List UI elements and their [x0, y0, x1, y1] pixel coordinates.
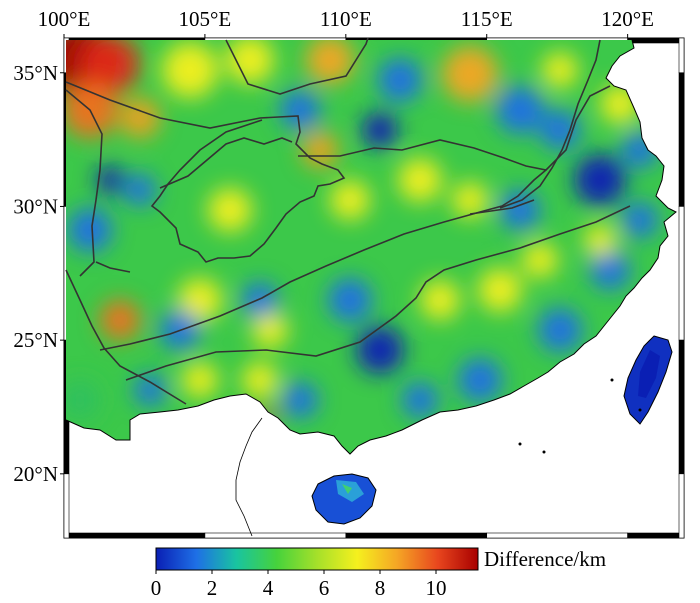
field-blob [178, 278, 222, 322]
colorbar-label: Difference/km [484, 547, 606, 571]
coastline [65, 39, 677, 455]
field-blob [280, 90, 320, 130]
colorbar-tick-label: 0 [151, 576, 162, 600]
field-blob [420, 280, 460, 320]
colorbar [155, 547, 479, 571]
field-blob [96, 166, 124, 194]
field-blob [306, 40, 354, 84]
border-line [235, 417, 263, 537]
border-segment [204, 532, 347, 539]
field-blob [80, 40, 140, 94]
island-dot [518, 442, 522, 446]
border-segment [63, 532, 206, 539]
island-dot [542, 450, 546, 454]
field-blob [182, 362, 218, 398]
lon-tick-label: 100°E [38, 7, 91, 31]
field-blob [622, 202, 658, 238]
field-blob [124, 174, 156, 206]
axis-labels: 100°E 105°E 110°E 115°E 120°E 35°N 30°N 25°N 20°… [13, 7, 654, 486]
field-blob [442, 46, 498, 102]
lon-tick-label: 105°E [179, 7, 232, 31]
field-blob [208, 188, 252, 232]
island-dot [610, 378, 614, 382]
lon-tick-label: 110°E [320, 7, 372, 31]
field-blob [330, 180, 370, 220]
field-blob [66, 380, 100, 420]
lat-tick-label: 30°N [13, 194, 58, 218]
axis-ticks [60, 34, 629, 475]
field-blob [458, 358, 502, 402]
field-blob [242, 362, 278, 398]
field-blob [162, 42, 218, 98]
field-blob [398, 158, 442, 202]
colorbar-tick-label: 10 [426, 576, 447, 600]
field-blob [574, 154, 626, 206]
colorbar-ticks: 0 2 4 6 8 10 [151, 570, 447, 600]
border-segment [63, 473, 70, 539]
field-blob [100, 300, 140, 340]
field-blob [538, 308, 582, 352]
field-blob [590, 250, 630, 290]
field-blob [328, 278, 372, 322]
lat-tick-label: 20°N [13, 462, 58, 486]
hainan-island [311, 473, 377, 525]
field-blob [402, 382, 438, 418]
field-blob [134, 374, 166, 406]
colorbar-tick-label: 2 [207, 576, 218, 600]
border-segment [678, 206, 685, 341]
field-blob [522, 242, 558, 278]
field-blob [378, 58, 422, 102]
field-blob [496, 86, 544, 134]
island-dot [638, 408, 642, 412]
colorbar-tick-label: 4 [263, 576, 274, 600]
field-blob [542, 52, 578, 88]
border-segment [486, 532, 628, 539]
border-segment [627, 37, 685, 44]
border-segment [678, 473, 685, 539]
tectonic-lines [65, 37, 631, 405]
colorbar-tick-label: 8 [375, 576, 386, 600]
colorbar-tick-label: 6 [319, 576, 330, 600]
hainan-spot [342, 484, 352, 494]
border-segment [678, 72, 685, 207]
field-blob [242, 282, 278, 318]
lon-tick-label: 115°E [461, 7, 513, 31]
taiwan-inner [638, 350, 660, 398]
lat-tick-label: 25°N [13, 328, 58, 352]
border-segment [678, 37, 685, 74]
field-blob [282, 382, 318, 418]
lat-tick-label: 35°N [13, 61, 58, 85]
field-blob [68, 208, 112, 252]
field-blob [452, 182, 488, 218]
border-segment [345, 532, 488, 539]
field-blob [500, 190, 540, 230]
field-blob [584, 224, 616, 256]
border-segment [678, 339, 685, 475]
field-blob [120, 98, 160, 138]
field-blob [356, 326, 404, 374]
lon-tick-label: 120°E [601, 7, 654, 31]
field-blob [252, 312, 288, 348]
field-blob [478, 268, 522, 312]
border-segment [627, 532, 685, 539]
field-blob [362, 112, 398, 148]
field-blob [226, 40, 274, 84]
